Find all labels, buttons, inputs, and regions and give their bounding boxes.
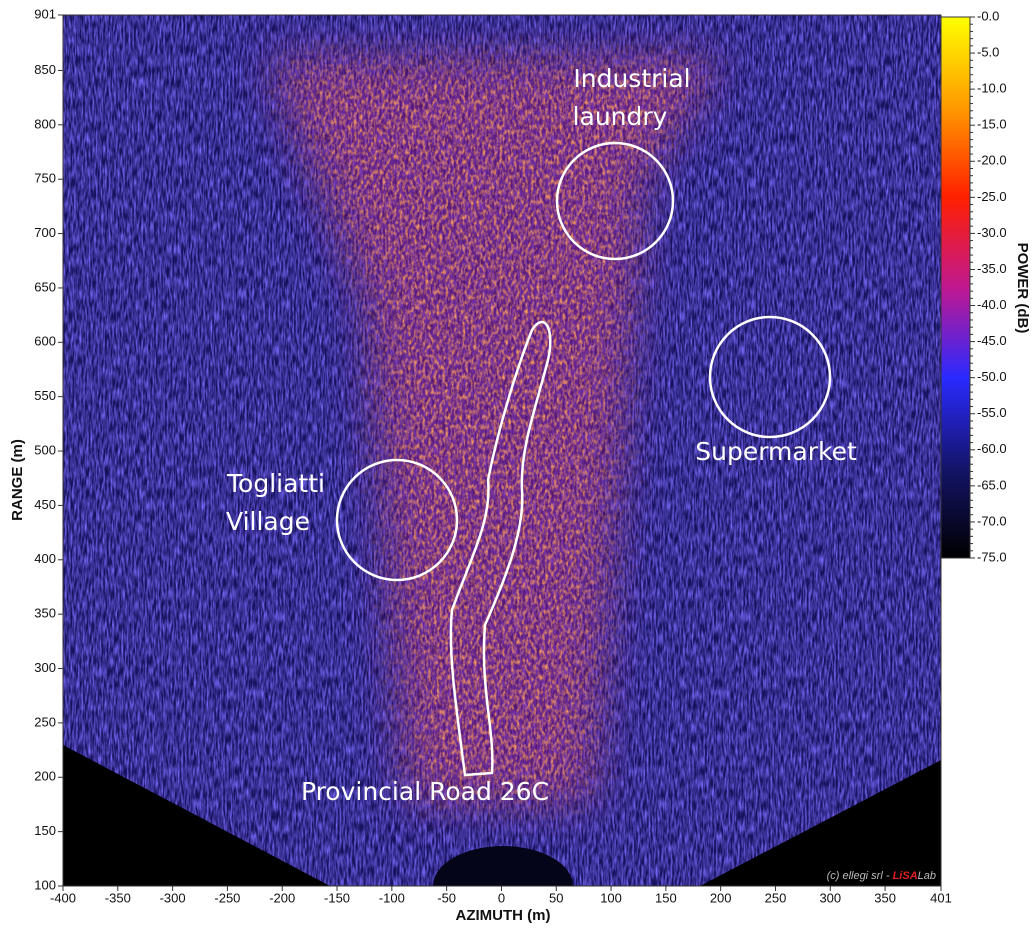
credit-part: Lab	[918, 870, 936, 882]
y-tick-label: 650	[34, 279, 56, 294]
y-tick-label: 100	[34, 877, 56, 892]
x-tick-label: 0	[498, 890, 505, 905]
x-tick-label: 50	[549, 890, 563, 905]
colorbar	[941, 17, 970, 558]
y-tick-label: 250	[34, 714, 56, 729]
annotation: Village	[226, 507, 310, 536]
y-tick-label: 450	[34, 497, 56, 512]
x-tick-label: -200	[269, 890, 295, 905]
y-tick-label: 300	[34, 660, 56, 675]
annotation: Togliatti	[226, 469, 325, 498]
y-tick-label: 150	[34, 823, 56, 838]
annotation: Provincial Road 26C	[301, 777, 549, 806]
x-tick-label: 100	[600, 890, 622, 905]
colorbar-tick-label: -40.0	[977, 297, 1007, 312]
annotation: laundry	[573, 102, 668, 131]
x-tick-label: 401	[930, 890, 952, 905]
x-tick-label: -350	[105, 890, 131, 905]
credit-part: LiSA	[893, 870, 918, 882]
x-tick-label: 250	[765, 890, 787, 905]
y-tick-label: 800	[34, 116, 56, 131]
y-tick-label: 750	[34, 171, 56, 186]
colorbar-tick-label: -65.0	[977, 477, 1007, 492]
x-axis-label: AZIMUTH (m)	[456, 907, 551, 924]
colorbar-tick-label: -0.0	[977, 8, 999, 23]
y-tick-label: 200	[34, 769, 56, 784]
credit: (c) ellegi srl - LiSALab	[827, 870, 936, 882]
x-tick-label: 350	[874, 890, 896, 905]
x-tick-label: -50	[437, 890, 456, 905]
x-tick-label: 150	[655, 890, 677, 905]
colorbar-tick-label: -25.0	[977, 189, 1007, 204]
y-tick-label: 550	[34, 388, 56, 403]
x-tick-label: -100	[379, 890, 405, 905]
y-axis-label: RANGE (m)	[9, 439, 26, 521]
colorbar-tick-label: -20.0	[977, 153, 1007, 168]
colorbar-tick-label: -10.0	[977, 81, 1007, 96]
colorbar-tick-label: -75.0	[977, 549, 1007, 564]
credit-part: (c) ellegi srl -	[827, 870, 893, 882]
x-tick-label: 200	[710, 890, 732, 905]
colorbar-tick-label: -45.0	[977, 333, 1007, 348]
y-tick-label: 400	[34, 551, 56, 566]
y-tick-label: 500	[34, 442, 56, 457]
x-tick-label: -400	[50, 890, 76, 905]
x-tick-label: 300	[819, 890, 841, 905]
colorbar-label: POWER (dB)	[1014, 243, 1031, 334]
y-tick-label: 901	[34, 6, 56, 21]
annotation: Industrial	[573, 64, 690, 93]
x-tick-label: -250	[214, 890, 240, 905]
x-tick-label: -150	[324, 890, 350, 905]
colorbar-tick-label: -30.0	[977, 225, 1007, 240]
colorbar-tick-label: -60.0	[977, 441, 1007, 456]
y-tick-label: 700	[34, 225, 56, 240]
chart: AZIMUTH (m) RANGE (m) POWER (dB) Industr…	[0, 0, 1035, 929]
colorbar-tick-label: -15.0	[977, 117, 1007, 132]
y-tick-label: 350	[34, 606, 56, 621]
colorbar-tick-label: -35.0	[977, 261, 1007, 276]
y-tick-label: 850	[34, 62, 56, 77]
annotation: Supermarket	[695, 437, 857, 466]
colorbar-tick-label: -70.0	[977, 513, 1007, 528]
colorbar-tick-label: -5.0	[977, 45, 999, 60]
x-tick-label: -300	[160, 890, 186, 905]
y-tick-label: 600	[34, 334, 56, 349]
colorbar-tick-label: -50.0	[977, 369, 1007, 384]
colorbar-tick-label: -55.0	[977, 405, 1007, 420]
